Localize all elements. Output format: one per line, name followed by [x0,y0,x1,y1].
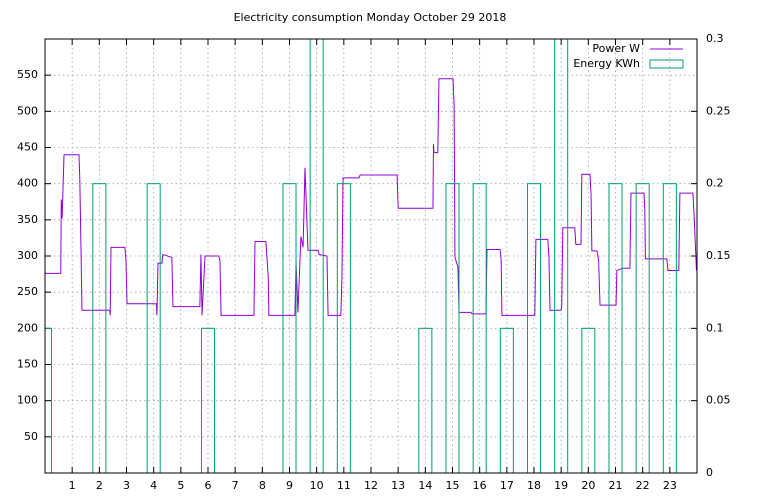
power-line [45,78,697,316]
energy-box [336,183,351,473]
x-tick-label: 4 [150,479,157,492]
x-tick-label: 7 [232,479,239,492]
y-tick-label: 250 [17,285,38,298]
x-tick-label: 1 [69,479,76,492]
x-tick-label: 11 [337,479,351,492]
energy-box [418,327,433,473]
y-tick-label: 400 [17,177,38,190]
y-tick-label: 550 [17,68,38,81]
x-tick-label: 14 [418,479,432,492]
y2-tick-label: 0 [706,466,713,479]
y-tick-label: 300 [17,249,38,262]
x-tick-label: 2 [96,479,103,492]
energy-box [282,183,297,473]
x-tick-label: 13 [391,479,405,492]
energy-box [635,183,650,473]
energy-box [146,183,161,473]
x-tick-label: 20 [581,479,595,492]
x-tick-label: 19 [554,479,568,492]
energy-box [472,183,487,473]
x-tick-label: 17 [500,479,514,492]
legend-swatch [649,59,684,69]
y-tick-label: 450 [17,141,38,154]
y2-tick-label: 0.05 [706,394,731,407]
y-tick-label: 150 [17,358,38,371]
plot-area [45,39,697,473]
y-tick-label: 100 [17,394,38,407]
energy-box [309,39,324,473]
legend-label: Energy KWh [573,57,640,70]
x-tick-label: 23 [663,479,677,492]
energy-box [526,183,542,473]
x-tick-label: 3 [123,479,130,492]
x-tick-label: 18 [527,479,541,492]
y2-tick-label: 0.15 [706,249,731,262]
y2-tick-label: 0.25 [706,104,731,117]
x-tick-label: 8 [259,479,266,492]
y2-tick-label: 0.2 [706,177,724,190]
y-tick-label: 500 [17,104,38,117]
x-tick-label: 6 [205,479,212,492]
energy-box [499,327,514,473]
energy-box [581,327,596,473]
x-tick-label: 15 [446,479,460,492]
legend-label: Power W [592,42,640,55]
energy-box [200,327,216,473]
y2-tick-label: 0.1 [706,321,724,334]
x-tick-label: 16 [473,479,487,492]
x-tick-label: 10 [310,479,324,492]
x-tick-label: 9 [286,479,293,492]
energy-box [662,183,677,473]
y-tick-label: 350 [17,213,38,226]
energy-box [554,39,569,473]
y-tick-label: 200 [17,321,38,334]
chart-title: Electricity consumption Monday October 2… [234,11,507,24]
y-tick-label: 50 [24,430,38,443]
x-tick-label: 5 [177,479,184,492]
energy-box [445,183,460,473]
energy-box [92,183,107,473]
x-tick-label: 12 [364,479,378,492]
energy-box [608,183,623,473]
energy-box [45,327,53,473]
plot-border [44,38,698,474]
y2-tick-label: 0.3 [706,32,724,45]
x-tick-label: 22 [636,479,650,492]
x-tick-label: 21 [609,479,623,492]
